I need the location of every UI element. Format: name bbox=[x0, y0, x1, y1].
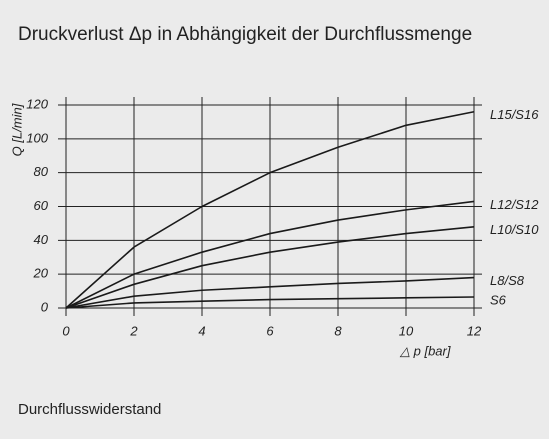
data-line bbox=[65, 296, 475, 309]
caption: Durchflusswiderstand bbox=[18, 401, 161, 418]
y-tick-label: 20 bbox=[33, 266, 49, 281]
x-tick-label: 6 bbox=[266, 323, 274, 338]
x-tick-label: 2 bbox=[129, 323, 138, 338]
series-label: L12/S12 bbox=[490, 197, 539, 212]
series-label: L15/S16 bbox=[490, 107, 539, 122]
series-label: S6 bbox=[490, 292, 507, 307]
y-axis-label: Q [L/min] bbox=[9, 103, 24, 156]
x-tick-label: 4 bbox=[198, 323, 205, 338]
x-tick-label: 0 bbox=[62, 323, 70, 338]
chart-title: Druckverlust Δp in Abhängigkeit der Durc… bbox=[18, 24, 472, 45]
series-label: L8/S8 bbox=[490, 273, 525, 288]
x-tick-label: 10 bbox=[399, 323, 414, 338]
y-tick-label: 40 bbox=[34, 232, 49, 247]
series-label: L10/S10 bbox=[490, 222, 539, 237]
data-line bbox=[65, 276, 475, 309]
x-tick-label: 12 bbox=[467, 323, 482, 338]
y-tick-label: 60 bbox=[34, 198, 49, 213]
y-tick-label: 120 bbox=[26, 96, 48, 111]
y-tick-label: 100 bbox=[26, 130, 48, 145]
data-line bbox=[65, 200, 475, 309]
x-tick-label: 8 bbox=[334, 323, 342, 338]
y-tick-label: 80 bbox=[34, 164, 49, 179]
y-tick-label: 0 bbox=[41, 299, 49, 314]
data-line bbox=[65, 110, 475, 309]
data-line bbox=[65, 226, 475, 309]
x-axis-label: △ p [bar] bbox=[399, 343, 451, 358]
